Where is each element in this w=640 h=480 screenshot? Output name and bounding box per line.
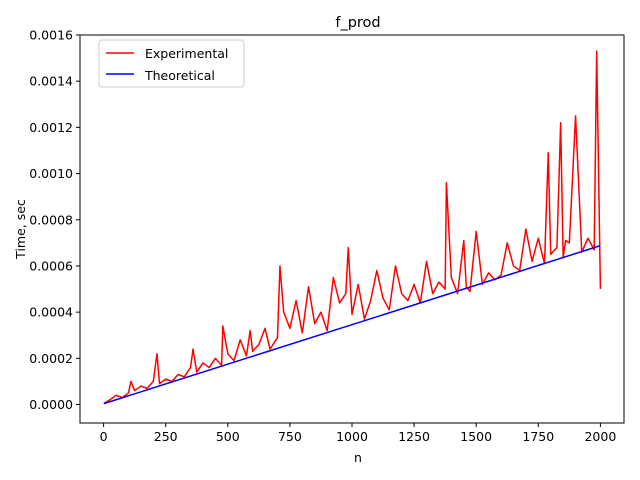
x-tick-label: 1500 xyxy=(460,429,492,444)
x-tick-label: 750 xyxy=(278,429,302,444)
x-tick-label: 1250 xyxy=(398,429,430,444)
x-tick-label: 0 xyxy=(100,429,108,444)
plot-frame xyxy=(79,34,625,424)
y-axis-label: Time, sec xyxy=(13,199,28,260)
x-tick-label: 250 xyxy=(154,429,178,444)
y-tick-label: 0.0002 xyxy=(29,351,73,366)
x-axis-label: n xyxy=(354,450,362,465)
plot-lines xyxy=(103,50,602,405)
y-axis-ticks: 0.0000 0.0002 0.0004 0.0006 0.0008 0.0010 0.00… xyxy=(29,28,80,412)
y-tick-label: 0.0016 xyxy=(29,28,73,43)
series-line-theoretical xyxy=(103,244,601,405)
x-tick-label: 1750 xyxy=(522,429,554,444)
legend-label-theoretical: Theoretical xyxy=(144,68,215,83)
legend: Experimental Theoretical xyxy=(98,39,245,88)
chart-title: f_prod xyxy=(335,15,380,31)
y-tick-label: 0.0014 xyxy=(29,74,73,89)
y-tick-label: 0.0010 xyxy=(29,166,73,181)
series-line-experimental xyxy=(103,50,602,405)
y-tick-label: 0.0004 xyxy=(29,305,73,320)
x-tick-label: 2000 xyxy=(584,429,616,444)
x-tick-label: 500 xyxy=(216,429,240,444)
x-tick-label: 1000 xyxy=(336,429,368,444)
y-tick-label: 0.0008 xyxy=(29,212,73,227)
y-tick-label: 0.0000 xyxy=(29,397,73,412)
y-tick-label: 0.0012 xyxy=(29,120,73,135)
legend-box xyxy=(98,39,245,88)
legend-label-experimental: Experimental xyxy=(145,46,228,61)
x-axis-ticks: 0 250 500 750 1000 1250 1500 1750 2000 xyxy=(100,423,616,444)
y-tick-label: 0.0006 xyxy=(29,258,73,273)
